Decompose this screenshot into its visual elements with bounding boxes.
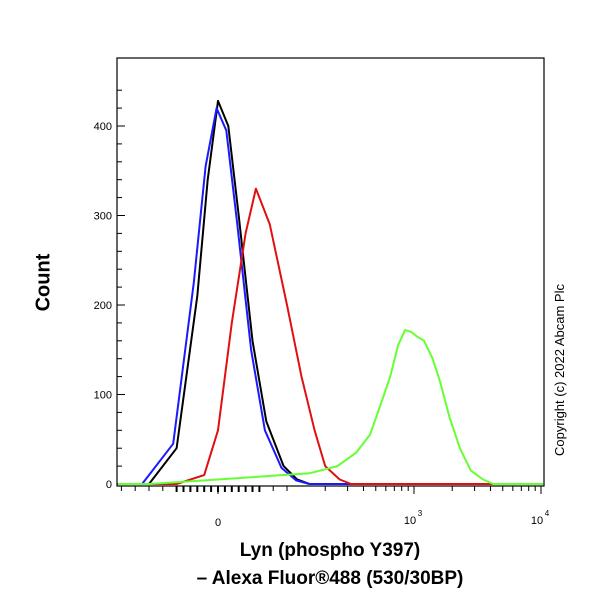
x-tick-label: 10	[404, 515, 416, 527]
x-tick-label: 10	[531, 515, 543, 527]
plot-frame	[116, 57, 545, 487]
y-tick-label: 200	[94, 300, 112, 312]
x-tick-label: 0	[215, 517, 221, 529]
series-line-2	[118, 107, 543, 485]
series-layer	[118, 99, 543, 485]
tick-marks	[117, 89, 542, 494]
copyright-notice: Copyright (c) 2022 Abcam Plc	[552, 284, 567, 456]
y-tick-label: 400	[94, 121, 112, 133]
y-tick-label: 300	[94, 211, 112, 223]
y-axis-label-box: Count	[14, 232, 74, 332]
series-line-4	[118, 329, 543, 485]
series-line-3	[118, 187, 543, 485]
series-line-1	[118, 99, 543, 485]
x-tick-label-exponent: 3	[418, 509, 423, 518]
x-tick-label-exponent: 4	[545, 509, 550, 518]
x-axis-label-line1: Lyn (phospho Y397)	[239, 540, 421, 561]
y-axis-label: Count	[32, 253, 55, 311]
x-axis-label-line2: – Alexa Fluor®488 (530/30BP)	[196, 568, 464, 589]
y-tick-label: 100	[94, 390, 112, 402]
y-tick-label: 0	[106, 479, 112, 491]
